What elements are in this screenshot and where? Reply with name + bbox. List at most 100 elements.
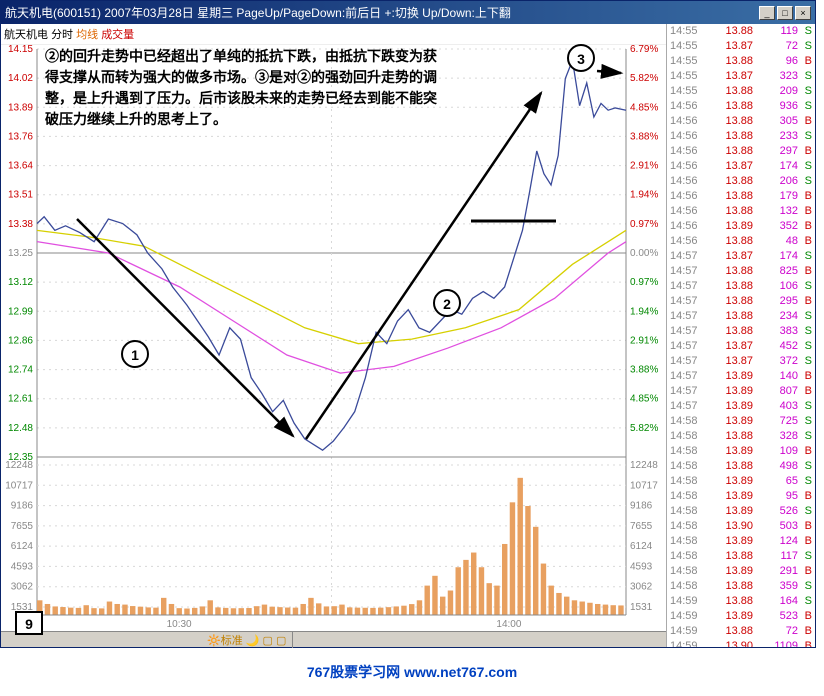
tick-row: 14:5813.8965S (667, 474, 815, 489)
svg-text:10:30: 10:30 (167, 619, 192, 630)
tick-row: 14:5813.89291B (667, 564, 815, 579)
tick-row: 14:5913.901109B (667, 639, 815, 647)
svg-text:4593: 4593 (11, 561, 34, 572)
caption-seg1: 分时 (51, 26, 73, 42)
svg-text:13.38: 13.38 (8, 219, 33, 230)
svg-text:0.00%: 0.00% (630, 248, 658, 259)
svg-text:12.99: 12.99 (8, 306, 33, 317)
bottom-marker-9: 9 (15, 611, 43, 635)
svg-text:2.91%: 2.91% (630, 161, 658, 172)
tick-row: 14:5613.88132B (667, 204, 815, 219)
tick-row: 14:5813.89109B (667, 444, 815, 459)
svg-text:6124: 6124 (630, 541, 653, 552)
svg-text:13.12: 13.12 (8, 277, 33, 288)
tick-row: 14:5613.88206S (667, 174, 815, 189)
svg-text:1531: 1531 (630, 602, 653, 613)
tick-row: 14:5713.88295B (667, 294, 815, 309)
svg-text:13.64: 13.64 (8, 161, 33, 172)
svg-text:7655: 7655 (11, 521, 34, 532)
tick-row: 14:5613.88936S (667, 99, 815, 114)
tick-row: 14:5813.89725S (667, 414, 815, 429)
status-biaozhun[interactable]: 🔆标准 🌙 ▢ ▢ (201, 632, 293, 648)
tick-row: 14:5713.89140B (667, 369, 815, 384)
svg-text:13.89: 13.89 (8, 102, 33, 113)
tick-row: 14:5913.88164S (667, 594, 815, 609)
maximize-button[interactable]: □ (777, 6, 793, 20)
svg-text:4.85%: 4.85% (630, 394, 658, 405)
svg-text:10717: 10717 (630, 480, 658, 491)
tick-row: 14:5613.87174S (667, 159, 815, 174)
svg-text:14.02: 14.02 (8, 73, 33, 84)
tick-row: 14:5613.88297B (667, 144, 815, 159)
marker-3: 3 (567, 44, 595, 72)
svg-text:7655: 7655 (630, 521, 653, 532)
svg-text:6124: 6124 (11, 541, 34, 552)
tick-row: 14:5513.8772S (667, 39, 815, 54)
tick-row: 14:5713.88383S (667, 324, 815, 339)
svg-text:1.94%: 1.94% (630, 190, 658, 201)
svg-text:12.74: 12.74 (8, 365, 33, 376)
chart-annotation: ②的回升走势中已经超出了单纯的抵抗下跌，由抵抗下跌变为获得支撑从而转为强大的做多… (45, 46, 445, 130)
tick-row: 14:5813.88498S (667, 459, 815, 474)
chart-area[interactable]: 航天机电 分时 均线 成交量 14.15 14.02 13.89 13.76 13.64… (1, 24, 666, 647)
svg-text:13.51: 13.51 (8, 190, 33, 201)
svg-text:12248: 12248 (630, 460, 658, 471)
tick-row: 14:5813.88117S (667, 549, 815, 564)
close-button[interactable]: × (795, 6, 811, 20)
tick-row: 14:5813.88328S (667, 429, 815, 444)
svg-text:4.85%: 4.85% (630, 102, 658, 113)
svg-text:5.82%: 5.82% (630, 73, 658, 84)
watermark: 767股票学习网 www.net767.com (0, 648, 824, 696)
svg-text:12248: 12248 (5, 460, 33, 471)
tick-list: 14:5513.88119S14:5513.8772S14:5513.8896B… (667, 24, 815, 647)
tick-row: 14:5613.88305B (667, 114, 815, 129)
caption-seg3: 成交量 (101, 26, 134, 42)
svg-text:9186: 9186 (11, 501, 34, 512)
tick-row: 14:5513.88119S (667, 24, 815, 39)
caption-stock: 航天机电 (4, 26, 48, 42)
tick-row: 14:5713.88825B (667, 264, 815, 279)
svg-text:9186: 9186 (630, 501, 653, 512)
svg-text:3.88%: 3.88% (630, 365, 658, 376)
tick-row: 14:5713.88234S (667, 309, 815, 324)
svg-text:3062: 3062 (630, 582, 653, 593)
caption-seg2: 均线 (76, 26, 98, 42)
tick-row: 14:5713.88106S (667, 279, 815, 294)
svg-text:3062: 3062 (11, 582, 34, 593)
svg-text:13.76: 13.76 (8, 131, 33, 142)
window-buttons: _ □ × (759, 6, 811, 20)
tick-row: 14:5613.8848B (667, 234, 815, 249)
tick-row: 14:5813.89526S (667, 504, 815, 519)
tick-row: 14:5613.88233S (667, 129, 815, 144)
window-title: 航天机电(600151) 2007年03月28日 星期三 PageUp/Page… (5, 4, 511, 21)
svg-text:12.61: 12.61 (8, 394, 33, 405)
tick-panel[interactable]: 14:5513.88119S14:5513.8772S14:5513.8896B… (666, 24, 815, 647)
titlebar[interactable]: 航天机电(600151) 2007年03月28日 星期三 PageUp/Page… (1, 1, 815, 24)
tick-row: 14:5813.88359S (667, 579, 815, 594)
minimize-button[interactable]: _ (759, 6, 775, 20)
svg-text:4593: 4593 (630, 561, 653, 572)
svg-text:2.91%: 2.91% (630, 335, 658, 346)
tick-row: 14:5813.90503B (667, 519, 815, 534)
tick-row: 14:5813.89124B (667, 534, 815, 549)
tick-row: 14:5513.8896B (667, 54, 815, 69)
price-chart-svg: 14.15 14.02 13.89 13.76 13.64 13.51 13.38 13.25… (1, 45, 666, 632)
svg-text:12.86: 12.86 (8, 335, 33, 346)
marker-1: 1 (121, 340, 149, 368)
svg-text:12.48: 12.48 (8, 423, 33, 434)
svg-text:6.79%: 6.79% (630, 45, 658, 55)
tick-row: 14:5813.8995B (667, 489, 815, 504)
app-window: 航天机电(600151) 2007年03月28日 星期三 PageUp/Page… (0, 0, 816, 648)
svg-text:5.82%: 5.82% (630, 423, 658, 434)
tick-row: 14:5713.87452S (667, 339, 815, 354)
svg-text:0.97%: 0.97% (630, 219, 658, 230)
marker-2: 2 (433, 289, 461, 317)
svg-text:13.25: 13.25 (8, 248, 33, 259)
tick-row: 14:5613.88179B (667, 189, 815, 204)
tick-row: 14:5613.89352B (667, 219, 815, 234)
tick-row: 14:5913.8872B (667, 624, 815, 639)
tick-row: 14:5913.89523B (667, 609, 815, 624)
svg-text:14.15: 14.15 (8, 45, 33, 55)
tick-row: 14:5513.88209S (667, 84, 815, 99)
tick-row: 14:5713.89807B (667, 384, 815, 399)
